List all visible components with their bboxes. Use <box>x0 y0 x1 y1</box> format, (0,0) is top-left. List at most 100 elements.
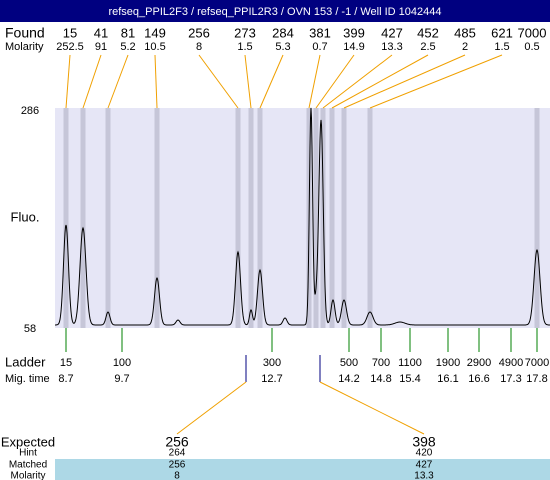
peak-band <box>329 108 335 328</box>
found-molarity: 252.5 <box>56 41 84 53</box>
expected-row-label: Molarity <box>10 471 45 480</box>
found-molarity: 5.2 <box>120 41 135 53</box>
peak-connector <box>369 54 503 109</box>
ladder-size: 15 <box>60 357 72 369</box>
peak-connector <box>244 54 252 109</box>
peak-connector <box>154 54 158 109</box>
ladder-size: 7000 <box>525 357 549 369</box>
found-size: 399 <box>343 25 365 40</box>
peak-connector <box>322 54 393 109</box>
ladder-time: 8.7 <box>58 373 73 385</box>
peak-connector <box>343 54 466 109</box>
ladder-size: 1900 <box>436 357 460 369</box>
found-molarity: 8 <box>196 41 202 53</box>
molarity-label: Molarity <box>5 41 44 53</box>
found-molarity: 13.3 <box>381 41 402 53</box>
plot-area <box>55 108 550 328</box>
title-bar <box>0 0 550 22</box>
ladder-time: 12.7 <box>261 373 282 385</box>
expected-matched: 256 <box>169 460 186 471</box>
peak-connector <box>315 54 355 109</box>
expected-expected: 256 <box>165 434 189 450</box>
found-size: 256 <box>188 25 210 40</box>
expected-row-label: Expected <box>1 434 55 449</box>
peak-band <box>313 108 319 328</box>
found-molarity: 1.5 <box>237 41 252 53</box>
peak-band <box>154 108 160 328</box>
peak-band <box>341 108 347 328</box>
y-top: 286 <box>21 105 39 117</box>
ladder-size: 500 <box>340 357 358 369</box>
peak-band <box>63 108 69 328</box>
peak-connector <box>331 54 429 109</box>
ladder-time: 16.6 <box>468 373 489 385</box>
expected-hint: 264 <box>169 448 186 459</box>
expected-hint: 420 <box>416 448 433 459</box>
expected-matched: 427 <box>416 460 433 471</box>
trace <box>55 107 550 326</box>
peak-connector <box>259 54 284 109</box>
found-molarity: 91 <box>95 41 107 53</box>
found-size: 81 <box>121 25 135 40</box>
expected-expected: 398 <box>412 434 436 450</box>
expected-connector <box>319 381 425 435</box>
expected-connector <box>176 381 247 435</box>
ladder-label: Ladder <box>5 354 46 369</box>
ladder-size: 1100 <box>398 357 422 369</box>
found-size: 7000 <box>518 25 547 40</box>
ladder-time: 15.4 <box>399 373 420 385</box>
peak-band <box>105 108 111 328</box>
found-size: 273 <box>234 25 256 40</box>
found-size: 149 <box>144 25 166 40</box>
peak-band <box>320 108 326 328</box>
peak-band <box>248 108 254 328</box>
ladder-time: 17.3 <box>500 373 521 385</box>
matched-band <box>55 459 550 480</box>
y-bottom: 58 <box>24 323 36 335</box>
ladder-time: 9.7 <box>114 373 129 385</box>
found-molarity: 1.5 <box>494 41 509 53</box>
peak-connector <box>82 54 102 109</box>
title: refseq_PPIL2F3 / refseq_PPIL2R3 / OVN 15… <box>108 6 441 18</box>
peak-band <box>534 108 540 328</box>
found-size: 427 <box>381 25 403 40</box>
expected-row-label: Matched <box>9 460 47 471</box>
time-label: Mig. time <box>5 373 50 385</box>
ladder-size: 100 <box>113 357 131 369</box>
found-molarity: 0.7 <box>312 41 327 53</box>
found-label: Found <box>5 25 45 41</box>
found-molarity: 2.5 <box>420 41 435 53</box>
found-molarity: 10.5 <box>144 41 165 53</box>
ladder-size: 300 <box>263 357 281 369</box>
peak-band <box>257 108 263 328</box>
found-size: 15 <box>63 25 77 40</box>
found-size: 41 <box>94 25 108 40</box>
expected-molarity: 8 <box>174 471 180 480</box>
peak-connector <box>198 54 239 109</box>
ladder-time: 17.8 <box>526 373 547 385</box>
ladder-size: 4900 <box>499 357 523 369</box>
found-size: 284 <box>272 25 294 40</box>
ladder-time: 14.8 <box>370 373 391 385</box>
peak-band <box>80 108 86 328</box>
peak-connector <box>107 54 129 109</box>
found-size: 621 <box>491 25 513 40</box>
peak-band <box>235 108 241 328</box>
ladder-size: 2900 <box>467 357 491 369</box>
found-size: 381 <box>309 25 331 40</box>
ladder-time: 16.1 <box>437 373 458 385</box>
y-label: Fluo. <box>11 209 40 224</box>
found-molarity: 5.3 <box>275 41 290 53</box>
ladder-size: 700 <box>372 357 390 369</box>
ladder-time: 14.2 <box>338 373 359 385</box>
peak-band <box>367 108 373 328</box>
expected-row-label: Hint <box>19 448 37 459</box>
found-size: 485 <box>454 25 476 40</box>
peak-connector <box>308 54 321 109</box>
found-molarity: 14.9 <box>343 41 364 53</box>
found-size: 452 <box>417 25 439 40</box>
found-molarity: 2 <box>462 41 468 53</box>
expected-molarity: 13.3 <box>414 471 434 480</box>
